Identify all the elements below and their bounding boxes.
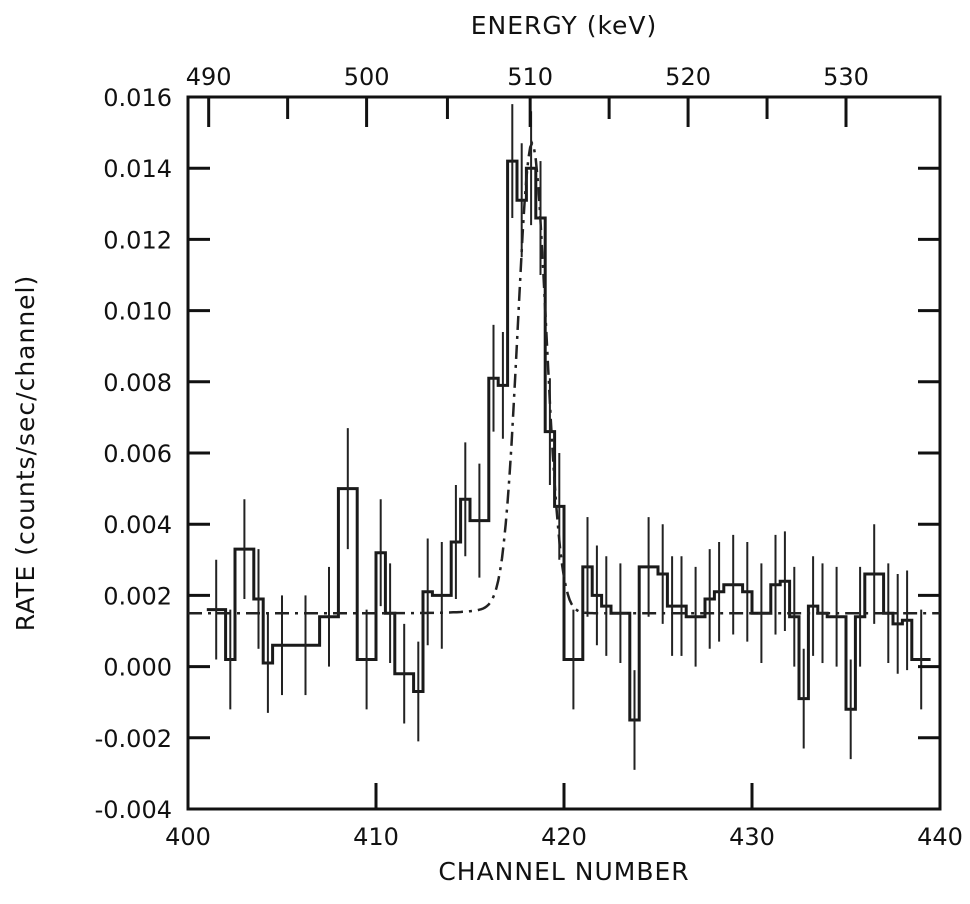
y-tick-label: 0.016 xyxy=(103,84,172,112)
y-tick-label: 0.004 xyxy=(103,511,172,539)
x2-tick-label: 520 xyxy=(665,63,711,91)
plot-frame xyxy=(186,95,942,811)
x2-tick-label: 500 xyxy=(344,63,390,91)
y-tick-label: 0.014 xyxy=(103,155,172,183)
y-tick-label: 0.006 xyxy=(103,440,172,468)
x2-tick-label: 490 xyxy=(186,63,232,91)
x-tick-label: 410 xyxy=(353,823,399,851)
y-tick-label: 0.002 xyxy=(103,582,172,610)
labels-layer: 400 410 420 430 440 -0.004 -0.002 0.000 0.002 0.0… xyxy=(95,63,963,851)
x2-tick-label: 510 xyxy=(507,63,553,91)
y-tick-label: 0.008 xyxy=(103,369,172,397)
x-tick-label: 420 xyxy=(541,823,587,851)
y-tick-label: -0.004 xyxy=(95,796,172,824)
ticks-layer xyxy=(186,95,942,811)
x2-tick-label: 530 xyxy=(823,63,869,91)
fit-curve xyxy=(188,140,940,615)
x-axis-label: CHANNEL NUMBER xyxy=(438,857,689,886)
errorbar-layer xyxy=(215,104,923,770)
x-tick-label: 400 xyxy=(165,823,211,851)
y-tick-label: -0.002 xyxy=(95,725,172,753)
fit-layer xyxy=(188,140,940,615)
x2-axis-label: ENERGY (keV) xyxy=(471,11,658,40)
y-axis-label: RATE (counts/sec/channel) xyxy=(11,275,40,632)
x-tick-label: 430 xyxy=(729,823,775,851)
y-tick-label: 0.000 xyxy=(103,654,172,682)
y-tick-label: 0.010 xyxy=(103,298,172,326)
x-tick-label: 440 xyxy=(917,823,963,851)
y-tick-label: 0.012 xyxy=(103,226,172,254)
